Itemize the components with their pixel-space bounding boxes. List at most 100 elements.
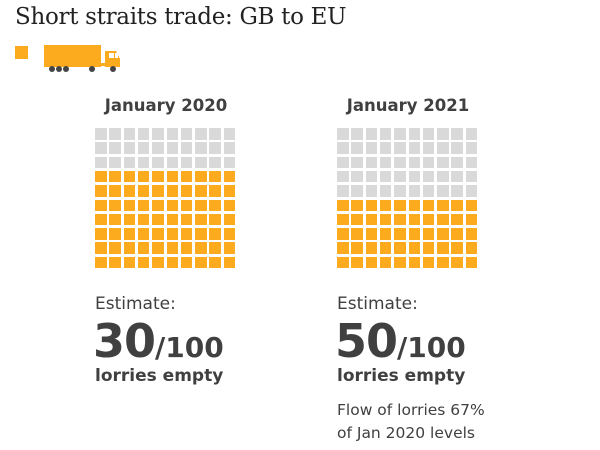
waffle-cell-empty [223, 142, 236, 154]
waffle-cell-empty [437, 156, 449, 169]
waffle-cell-full [195, 256, 207, 269]
waffle-cell-full [137, 228, 150, 240]
waffle-cell-full [351, 213, 363, 226]
waffle-cell-full [123, 242, 136, 254]
waffle-cell-empty [465, 128, 478, 140]
waffle-cell-full [137, 170, 150, 183]
waffle-cell-empty [209, 142, 221, 154]
waffle-cell-full [209, 199, 221, 211]
waffle-cell-full [123, 170, 136, 183]
estimate-value: 30/100 [93, 314, 224, 368]
waffle-cell-empty [394, 170, 406, 183]
waffle-cell-full [166, 256, 178, 269]
waffle-cell-full [379, 199, 392, 211]
waffle-cell-full [152, 256, 164, 269]
waffle-cell-empty [209, 128, 221, 140]
chart-title: Short straits trade: GB to EU [15, 4, 347, 30]
waffle-cell-empty [351, 142, 363, 154]
waffle-cell-empty [337, 142, 349, 154]
waffle-cell-full [351, 256, 363, 269]
waffle-cell-empty [152, 142, 164, 154]
waffle-cell-empty [379, 170, 392, 183]
waffle-cell-empty [95, 128, 107, 140]
waffle-cell-full [209, 170, 221, 183]
waffle-cell-empty [180, 142, 193, 154]
waffle-cell-full [365, 228, 378, 240]
waffle-cell-empty [365, 142, 378, 154]
waffle-cell-full [465, 213, 478, 226]
waffle-cell-full [109, 242, 121, 254]
estimate-value: 50/100 [335, 314, 466, 368]
waffle-cell-empty [152, 156, 164, 169]
waffle-cell-full [465, 256, 478, 269]
waffle-cell-full [394, 256, 406, 269]
waffle-cell-empty [394, 142, 406, 154]
waffle-cell-empty [109, 142, 121, 154]
waffle-cell-full [195, 170, 207, 183]
waffle-cell-empty [422, 156, 435, 169]
waffle-cell-full [408, 213, 420, 226]
waffle-cell-full [465, 242, 478, 254]
note-line: Flow of lorries 67% [337, 401, 485, 419]
waffle-cell-full [95, 213, 107, 226]
waffle-cell-full [408, 228, 420, 240]
waffle-cell-full [337, 256, 349, 269]
waffle-cell-full [152, 213, 164, 226]
waffle-cell-full [337, 228, 349, 240]
waffle-cell-full [95, 242, 107, 254]
waffle-cell-full [365, 213, 378, 226]
estimate-caption: lorries empty [95, 366, 224, 386]
waffle-cell-full [209, 213, 221, 226]
waffle-cell-empty [422, 142, 435, 154]
waffle-cell-empty [351, 156, 363, 169]
waffle-cell-full [394, 213, 406, 226]
waffle-cell-full [180, 213, 193, 226]
waffle-cell-empty [337, 185, 349, 197]
waffle-cell-full [123, 228, 136, 240]
waffle-cell-empty [180, 128, 193, 140]
waffle-cell-empty [437, 170, 449, 183]
waffle-cell-full [465, 199, 478, 211]
waffle-cell-empty [123, 128, 136, 140]
estimate-caption: lorries empty [337, 366, 466, 386]
waffle-cell-full [137, 185, 150, 197]
waffle-cell-empty [451, 156, 463, 169]
waffle-cell-full [137, 199, 150, 211]
estimate-denominator: /100 [155, 331, 224, 364]
waffle-cell-full [180, 256, 193, 269]
estimate-label: Estimate: [337, 294, 418, 314]
waffle-cell-empty [166, 156, 178, 169]
waffle-cell-empty [422, 170, 435, 183]
waffle-cell-full [365, 242, 378, 254]
waffle-cell-full [351, 199, 363, 211]
waffle-cell-full [422, 228, 435, 240]
waffle-cell-full [109, 170, 121, 183]
waffle-cell-full [337, 199, 349, 211]
waffle-cell-full [394, 242, 406, 254]
waffle-cell-empty [379, 156, 392, 169]
waffle-cell-full [137, 213, 150, 226]
waffle-cell-full [123, 185, 136, 197]
waffle-cell-empty [195, 156, 207, 169]
waffle-cell-empty [451, 128, 463, 140]
waffle-cell-full [451, 256, 463, 269]
waffle-cell-full [95, 199, 107, 211]
waffle-cell-full [408, 256, 420, 269]
waffle-cell-full [152, 199, 164, 211]
waffle-cell-full [379, 256, 392, 269]
waffle-cell-empty [451, 170, 463, 183]
waffle-cell-empty [408, 170, 420, 183]
waffle-cell-full [223, 213, 236, 226]
waffle-cell-empty [365, 128, 378, 140]
waffle-cell-full [195, 199, 207, 211]
waffle-grid [95, 128, 238, 271]
waffle-cell-full [209, 242, 221, 254]
waffle-cell-full [109, 228, 121, 240]
waffle-cell-full [379, 242, 392, 254]
waffle-cell-full [422, 256, 435, 269]
waffle-cell-full [223, 170, 236, 183]
waffle-cell-full [437, 228, 449, 240]
legend-swatch [15, 46, 28, 59]
waffle-cell-full [137, 242, 150, 254]
panel-title: January 2020 [104, 96, 228, 115]
